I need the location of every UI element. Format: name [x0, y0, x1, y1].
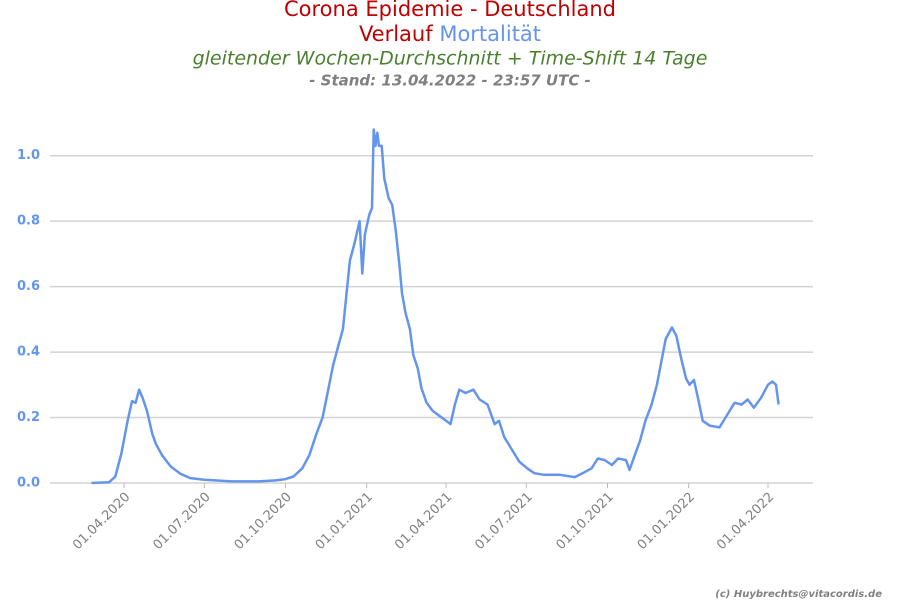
note: - Stand: 13.04.2022 - 23:57 UTC - [309, 72, 591, 90]
x-tick-label: 01.07.2020 [150, 490, 213, 553]
x-tick-label: 01.10.2021 [554, 490, 617, 553]
series-line [91, 128, 780, 485]
x-tick-label: 01.04.2020 [70, 490, 133, 553]
chart-title: Corona Epidemie - Deutschland [284, 0, 616, 21]
y-tick-label: 1.0 [17, 148, 40, 163]
x-tick-label: 01.07.2021 [472, 490, 535, 553]
y-tick-label: 0.8 [17, 214, 40, 229]
x-tick-label: 01.04.2022 [714, 490, 777, 553]
credit: (c) Huybrechts@vitacordis.de [715, 589, 882, 600]
x-tick-label: 01.01.2022 [635, 490, 698, 553]
y-tick-label: 0.6 [17, 279, 40, 294]
x-tick-label: 01.04.2021 [392, 490, 455, 553]
subtitle: gleitender Wochen-Durchschnitt + Time-Sh… [193, 48, 708, 70]
x-tick-label: 01.01.2021 [313, 490, 376, 553]
title-prefix: Verlauf [359, 22, 433, 46]
series-name: Mortalität [439, 22, 541, 46]
x-tick-label: 01.10.2020 [232, 490, 295, 553]
y-tick-label: 0.0 [17, 476, 40, 491]
title-line-2: Verlauf Mortalität [359, 22, 541, 46]
y-tick-label: 0.2 [17, 410, 40, 425]
y-tick-label: 0.4 [17, 345, 40, 360]
